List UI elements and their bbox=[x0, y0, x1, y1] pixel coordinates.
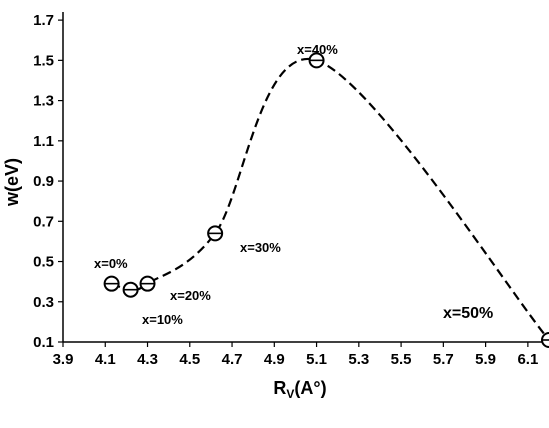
data-point bbox=[541, 331, 549, 348]
y-tick-label: 0.5 bbox=[33, 254, 54, 271]
x-tick-label: 4.9 bbox=[264, 351, 285, 368]
y-tick-label: 1.1 bbox=[33, 133, 54, 150]
axes bbox=[62, 12, 549, 343]
x-tick-label: 4.5 bbox=[179, 351, 200, 368]
data-points bbox=[103, 52, 549, 348]
y-tick-label: 1.3 bbox=[33, 93, 54, 110]
annotation-x40: x=40% bbox=[297, 42, 338, 57]
data-point bbox=[207, 225, 224, 242]
y-tick-label: 0.7 bbox=[33, 213, 54, 230]
y-axis-title: w(eV) bbox=[2, 158, 22, 207]
x-tick-label: 5.7 bbox=[433, 351, 454, 368]
annotation-x20: x=20% bbox=[170, 288, 211, 303]
x-axis-title-subscript: V bbox=[286, 387, 294, 401]
tick-labels: 0.1 0.3 0.5 0.7 0.9 1.1 1.3 1.5 1.7 3.9 4.1 4.3 4.5 4… bbox=[33, 12, 538, 368]
x-tick-label: 4.1 bbox=[95, 351, 116, 368]
annotation-x30: x=30% bbox=[240, 240, 281, 255]
y-tick-label: 0.3 bbox=[33, 294, 54, 311]
y-tick-label: 0.9 bbox=[33, 173, 54, 190]
x-tick-label: 3.9 bbox=[53, 351, 74, 368]
ticks bbox=[58, 19, 529, 347]
annotation-x10: x=10% bbox=[142, 312, 183, 327]
x-tick-label: 5.5 bbox=[391, 351, 412, 368]
x-tick-label: 4.7 bbox=[222, 351, 243, 368]
x-axis-title-main: R bbox=[273, 378, 286, 398]
x-tick-label: 5.9 bbox=[475, 351, 496, 368]
x-tick-label: 4.3 bbox=[137, 351, 158, 368]
y-tick-label: 0.1 bbox=[33, 334, 54, 351]
data-point bbox=[139, 275, 156, 292]
y-tick-label: 1.7 bbox=[33, 12, 54, 29]
data-point bbox=[122, 281, 139, 298]
data-point bbox=[308, 52, 325, 69]
x-tick-label: 5.3 bbox=[348, 351, 369, 368]
x-tick-label: 6.1 bbox=[517, 351, 538, 368]
x-tick-label: 5.1 bbox=[306, 351, 327, 368]
x-axis-title: RV(A°) bbox=[273, 378, 326, 401]
annotation-x50: x=50% bbox=[443, 305, 493, 322]
data-point bbox=[103, 275, 120, 292]
annotation-x0: x=0% bbox=[94, 256, 128, 271]
y-tick-label: 1.5 bbox=[33, 52, 54, 69]
x-axis-title-tail: (A°) bbox=[294, 378, 326, 398]
